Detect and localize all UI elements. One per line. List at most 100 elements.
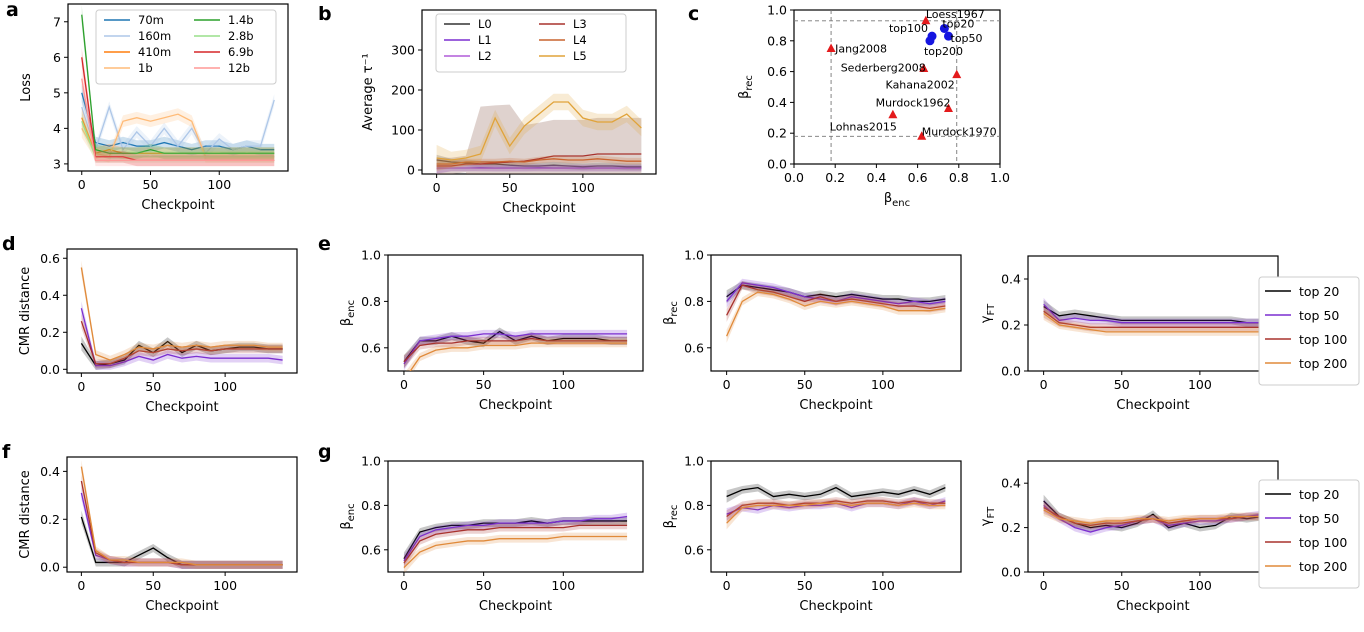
series-line-top-50 <box>80 492 283 566</box>
y-tick-label: 1.0 <box>684 248 704 263</box>
series-line-12b <box>81 78 275 161</box>
y-tick-label: 0.2 <box>40 325 60 340</box>
y-tick-label: 0.0 <box>40 560 60 575</box>
y-tick-label: 0.6 <box>684 542 704 557</box>
y-axis-label: βrec <box>737 75 755 99</box>
legend-entry: L1 <box>478 33 492 47</box>
x-tick-label: 0.0 <box>784 170 804 185</box>
legend-box <box>95 9 277 85</box>
series-line-top-100 <box>80 320 283 365</box>
y-axis-label: Average τ⁻¹ <box>361 53 376 130</box>
series-band <box>81 111 275 163</box>
legend-entry: top 20 <box>1299 284 1339 299</box>
plot-area <box>81 5 275 167</box>
x-tick-label: 0 <box>77 379 85 394</box>
series-line-top-50 <box>80 308 283 367</box>
point-annotation: Loess1967 <box>926 8 985 21</box>
y-tick-label: 0.6 <box>361 340 381 355</box>
x-axis-label: βenc <box>884 191 910 209</box>
series-band <box>403 521 628 570</box>
legend-entry: 6.9b <box>228 45 254 59</box>
x-tick-label: 0 <box>400 578 408 593</box>
series-line-top-100 <box>726 500 946 518</box>
panel-label: a <box>6 0 19 21</box>
series-line-top-200 <box>726 502 946 524</box>
y-axis-label: γFT <box>979 303 997 323</box>
y-tick-label: 0.6 <box>767 64 787 79</box>
series-band <box>81 460 283 569</box>
series-band <box>406 339 628 371</box>
axes-frame <box>710 254 962 372</box>
human-data-marker <box>919 63 929 73</box>
x-tick-label: 50 <box>145 379 161 394</box>
plot-area <box>726 483 946 530</box>
plot-area <box>794 10 1000 164</box>
panel-e2: 0 50 100 0.6 0.8 1.0 Checkpoint βrec <box>662 248 962 413</box>
legend-entry: 12b <box>228 61 250 75</box>
series-band <box>1043 297 1263 327</box>
series-band <box>1043 494 1263 532</box>
human-data-marker <box>952 69 962 79</box>
series-line-l3 <box>436 153 642 167</box>
y-tick-label: 0.8 <box>684 498 704 513</box>
panel-b: 0 50 100 0 100 200 300 Checkpoint Average τ⁻¹ b L0… <box>318 3 657 216</box>
x-axis-label: Checkpoint <box>799 599 872 614</box>
y-tick-label: 3 <box>53 156 61 171</box>
y-tick-label: 0.4 <box>40 288 60 303</box>
series-band <box>726 278 946 308</box>
x-tick-label: 100 <box>207 177 231 192</box>
series-band <box>726 483 946 503</box>
human-data-marker <box>826 43 836 52</box>
x-axis-label: Checkpoint <box>141 198 214 213</box>
axes-frame <box>387 460 644 573</box>
series-line-top-200 <box>403 535 628 569</box>
point-annotation: Sederberg2008 <box>841 62 926 75</box>
series-line-top-100 <box>726 284 946 316</box>
panel-label: f <box>2 441 11 463</box>
y-axis-label: CMR distance <box>18 470 33 559</box>
legend-entry: top 200 <box>1299 356 1347 371</box>
y-axis-label: βenc <box>339 503 357 529</box>
point-annotation: top50 <box>951 32 983 45</box>
y-tick-label: 0.6 <box>361 542 381 557</box>
legend-box <box>1258 276 1360 386</box>
x-tick-label: 100 <box>1188 578 1212 593</box>
plot-area <box>1043 297 1263 336</box>
plot-area <box>1043 494 1263 536</box>
x-tick-label: 0.2 <box>825 170 845 185</box>
series-line-1.4b <box>81 14 275 154</box>
x-tick-label: 50 <box>797 377 813 392</box>
y-tick-label: 0.0 <box>1001 364 1021 379</box>
y-tick-label: 1.0 <box>684 454 704 469</box>
x-axis-label: Checkpoint <box>479 599 552 614</box>
series-line-160m <box>81 99 275 155</box>
x-tick-label: 0.4 <box>866 170 886 185</box>
series-line-top-200 <box>1043 312 1263 333</box>
y-axis-label: γFT <box>979 506 997 526</box>
x-tick-label: 0 <box>433 180 441 195</box>
axes-frame <box>421 9 657 175</box>
plot-area <box>80 260 283 370</box>
y-tick-label: 1.0 <box>361 248 381 263</box>
panel-g2: 0 50 100 0.6 0.8 1.0 Checkpoint βrec <box>662 454 962 614</box>
panel-d: 0 50 100 0.0 0.2 0.4 0.6 Checkpoint CMR distance… <box>2 233 298 415</box>
plot-area <box>726 278 946 343</box>
series-line-top-100 <box>80 480 283 566</box>
panel-label: b <box>318 3 332 25</box>
x-tick-label: 100 <box>1188 377 1212 392</box>
y-tick-label: 4 <box>53 121 61 136</box>
x-axis-label: Checkpoint <box>1116 599 1189 614</box>
y-tick-label: 7 <box>53 14 61 29</box>
legend: L0 L1 L2 L3 L4 L5 <box>435 13 627 73</box>
series-line-top-200 <box>80 466 283 566</box>
x-tick-label: 0 <box>723 377 731 392</box>
x-tick-label: 50 <box>476 377 492 392</box>
series-band <box>81 69 275 167</box>
series-band <box>81 94 275 160</box>
legend-entry: top 20 <box>1299 487 1339 502</box>
legend-entry: top 50 <box>1299 511 1339 526</box>
x-tick-label: 100 <box>551 578 575 593</box>
legend-entry: top 200 <box>1299 559 1347 574</box>
series-band <box>1043 307 1263 336</box>
y-tick-label: 6 <box>53 50 61 65</box>
